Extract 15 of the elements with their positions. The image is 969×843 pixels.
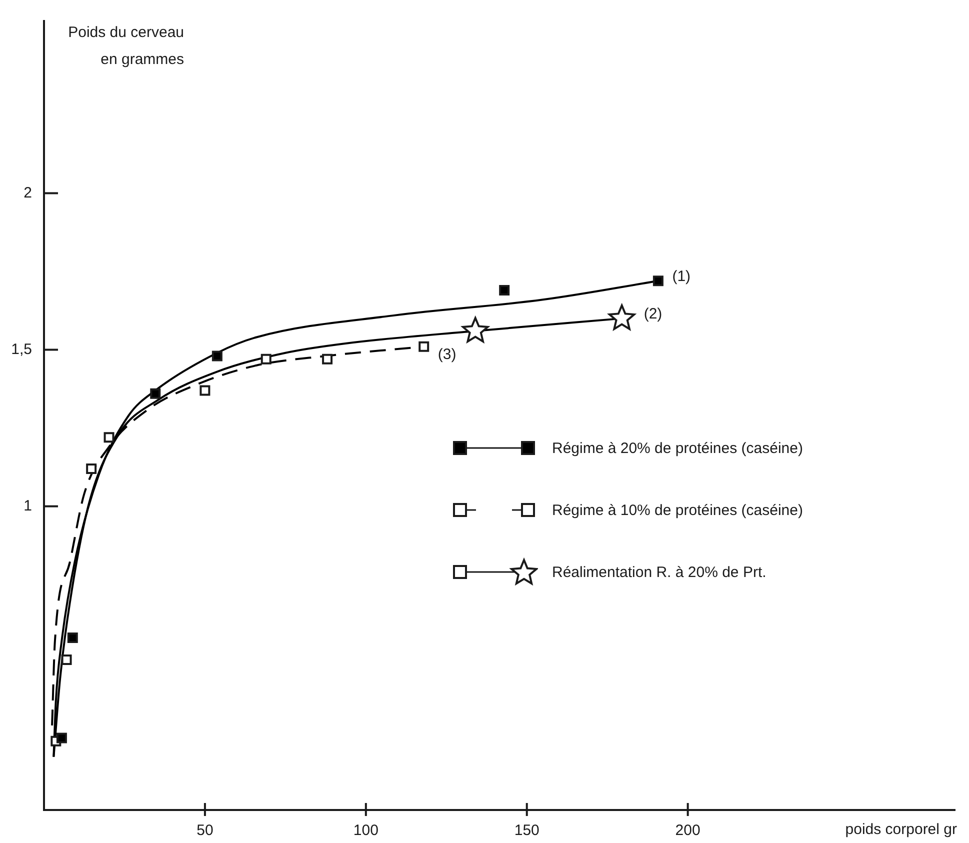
legend-label: Régime à 10% de protéines (caséine)	[552, 502, 803, 519]
x-tick-label: 150	[514, 822, 540, 840]
y-tick-label: 2	[24, 184, 32, 202]
annotation: (3)	[438, 346, 456, 363]
legend-label: Réalimentation R. à 20% de Prt.	[552, 564, 766, 581]
y-axis-title: Poids du cerveau en grammes	[68, 24, 184, 68]
annotation: (2)	[644, 306, 662, 323]
annotation: (1)	[672, 268, 691, 286]
y-tick-label: 1	[24, 497, 32, 514]
y-tick-label: 1,5	[11, 340, 32, 358]
x-tick-label: 200	[675, 822, 700, 840]
legend-label: Régime à 20% de protéines (caséine)	[552, 440, 803, 457]
x-tick-label: 50	[196, 822, 214, 840]
x-tick-label: 100	[353, 822, 378, 840]
x-axis-title: poids corporel gr	[845, 821, 957, 838]
